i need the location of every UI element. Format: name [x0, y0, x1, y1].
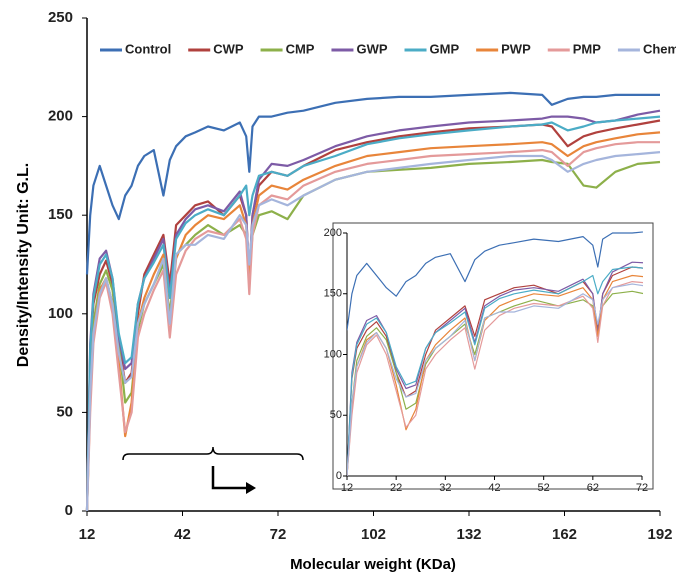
y-tick-label: 100	[48, 305, 73, 322]
y-tick-label: 200	[48, 108, 73, 125]
x-tick-label: 12	[79, 526, 96, 543]
line	[85, 109, 661, 512]
y-tick-label: 250	[48, 9, 73, 26]
arrow-head	[246, 482, 256, 494]
arrow	[211, 466, 248, 490]
line	[85, 115, 661, 512]
inset-line	[347, 231, 643, 331]
x-tick-label: 102	[361, 526, 386, 543]
inset-x-tick-label: 72	[636, 482, 648, 494]
inset-x-tick-label: 42	[488, 482, 500, 494]
inset-x-tick-label: 52	[538, 482, 550, 494]
inset-line	[347, 261, 643, 477]
inset-x-tick-label: 12	[341, 482, 353, 494]
inset-y-tick-label: 50	[330, 409, 342, 421]
inset-line	[347, 281, 643, 477]
legend-label: Control	[125, 41, 171, 56]
x-tick-label: 162	[552, 526, 577, 543]
inset-line	[347, 290, 643, 477]
inset-y-tick-label: 0	[336, 470, 342, 482]
legend-label: CWP	[213, 41, 244, 56]
inset-y-tick-label: 150	[324, 288, 342, 300]
legend-label: GMP	[430, 41, 460, 56]
y-axis-title: Density/Intensity Unit: G.L.	[15, 163, 32, 367]
legend-label: PWP	[501, 41, 531, 56]
y-tick-label: 150	[48, 206, 73, 223]
x-tick-label: 72	[270, 526, 287, 543]
x-tick-label: 132	[456, 526, 481, 543]
inset-x-tick-label: 62	[587, 482, 599, 494]
x-tick-label: 192	[647, 526, 672, 543]
inset-frame	[332, 222, 654, 490]
line	[85, 151, 661, 512]
inset-line	[347, 283, 643, 477]
inset-x-tick-label: 32	[439, 482, 451, 494]
x-axis-title: Molecular weight (KDa)	[290, 556, 456, 573]
x-tick-label: 42	[174, 526, 191, 543]
legend-label: CMP	[286, 41, 315, 56]
inset-y-tick-label: 200	[324, 227, 342, 239]
inset-x-tick-label: 22	[390, 482, 402, 494]
legend-label: PMP	[573, 41, 602, 56]
inset-y-tick-label: 100	[324, 348, 342, 360]
brace	[122, 446, 304, 461]
y-tick-label: 0	[65, 502, 73, 519]
line	[85, 91, 660, 275]
legend-label: Chemical	[643, 41, 676, 56]
y-tick-label: 50	[56, 403, 73, 420]
inset-line	[347, 266, 643, 477]
legend-label: GWP	[356, 41, 387, 56]
